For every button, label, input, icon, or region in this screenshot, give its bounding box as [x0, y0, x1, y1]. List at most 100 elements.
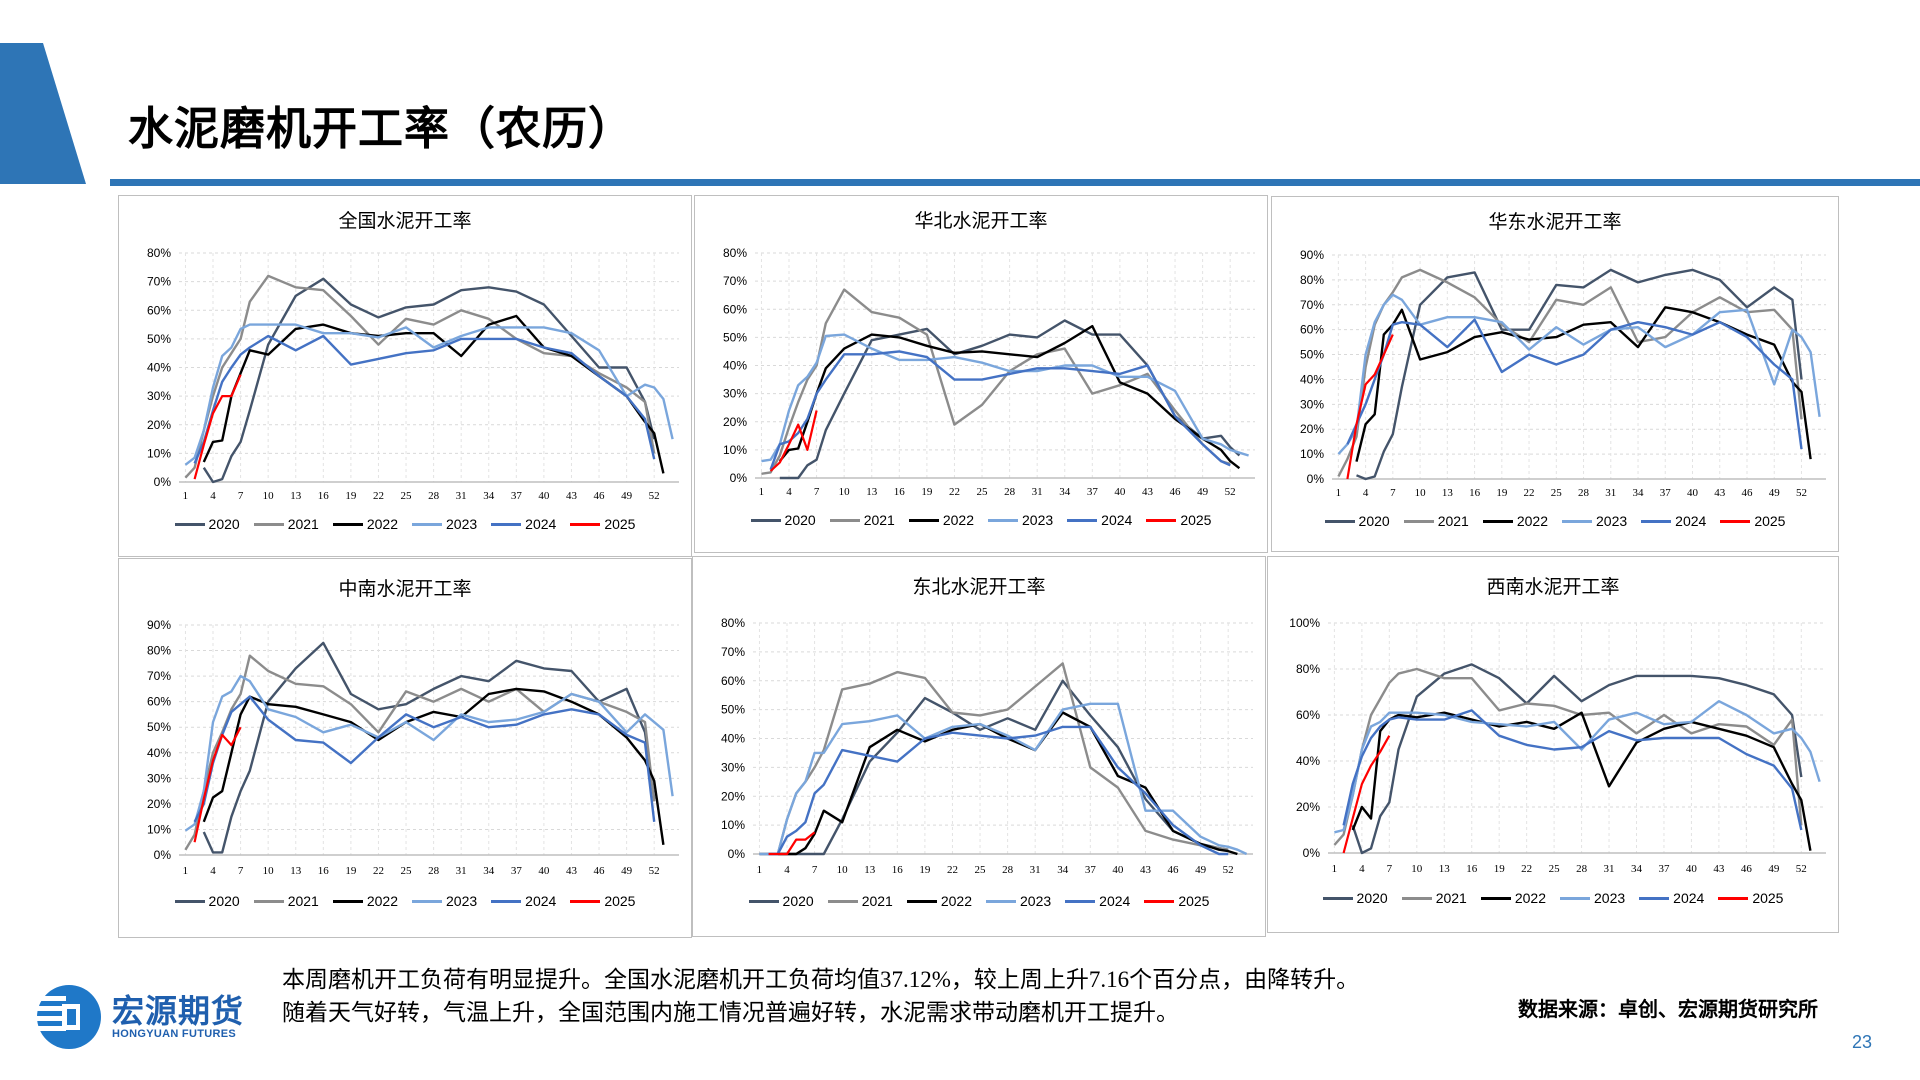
x-tick-label: 37 [1087, 486, 1099, 498]
x-tick-label: 28 [1578, 487, 1590, 499]
x-tick-label: 31 [1032, 486, 1043, 498]
legend-label: 2025 [1752, 890, 1784, 906]
legend-swatch [1560, 896, 1590, 900]
legend-item: 2025 [1720, 513, 1785, 529]
legend-item: 2024 [1639, 890, 1704, 906]
legend-swatch [1401, 896, 1432, 900]
data-source: 数据来源：卓创、宏源期货研究所 [1518, 999, 1818, 1021]
legend-swatch [1641, 519, 1672, 523]
x-tick-label: 34 [1057, 864, 1069, 876]
x-tick-label: 22 [1524, 487, 1535, 499]
x-tick-label: 28 [1004, 486, 1016, 498]
x-tick-label: 43 [1142, 486, 1154, 498]
x-tick-label: 49 [1195, 864, 1207, 876]
chart-legend: 2020 2021 2022 2023 2024 2025 [1272, 513, 1838, 529]
y-tick-label: 30% [723, 387, 747, 401]
y-tick-label: 40% [1300, 372, 1324, 386]
x-tick-label: 19 [921, 486, 933, 498]
chart-title: 东北水泥开工率 [912, 577, 1046, 598]
x-tick-label: 34 [1633, 487, 1645, 499]
x-tick-label: 1 [759, 486, 765, 498]
x-tick-label: 52 [1225, 486, 1236, 498]
y-tick-label: 0% [728, 847, 746, 861]
x-tick-label: 4 [786, 486, 792, 498]
page-number: 23 [1852, 1032, 1873, 1052]
legend-label: 2021 [1435, 890, 1467, 906]
x-tick-label: 19 [345, 865, 357, 877]
x-tick-label: 7 [238, 865, 244, 877]
x-tick-label: 16 [1466, 863, 1478, 875]
x-tick-label: 28 [1002, 864, 1014, 876]
commentary-line-2: 随着天气好转，气温上升，全国范围内施工情况普遍好转，水泥需求带动磨机开工提升。 [282, 1000, 1179, 1025]
x-tick-label: 16 [1469, 487, 1481, 499]
chart-panel: 0% 10% 20% 30% 40% 50% 60% 70% 80% 90% 1 4 7 10 13 16 19… [1271, 196, 1839, 552]
chart-panel: 0% 10% 20% 30% 40% 50% 60% 70% 80% 1 4 7 10 13 16 19 22 2… [694, 195, 1268, 553]
y-tick-label: 40% [147, 746, 171, 760]
legend-item: 2020 [174, 893, 240, 909]
legend-item: 2023 [412, 893, 477, 909]
y-tick-label: 70% [147, 275, 171, 289]
x-tick-label: 46 [1170, 486, 1182, 498]
legend-item: 2025 [1146, 512, 1211, 528]
series-line-2023 [759, 702, 1248, 856]
y-tick-label: 40% [721, 732, 745, 746]
series-line-2025 [769, 410, 818, 472]
x-tick-label: 34 [483, 490, 495, 502]
x-tick-label: 10 [1415, 487, 1427, 499]
logo-name-en: HONGYUAN FUTURES [112, 1028, 236, 1040]
series-line-2021 [1337, 268, 1803, 478]
x-tick-label: 34 [1059, 486, 1071, 498]
legend-item: 2022 [906, 893, 972, 909]
y-tick-label: 40% [1296, 754, 1320, 768]
series-line-2025 [1346, 334, 1394, 480]
legend-swatch [1322, 896, 1353, 900]
legend-swatch [827, 899, 858, 903]
legend-label: 2025 [1754, 513, 1786, 529]
chart-plot: 0% 10% 20% 30% 40% 50% 60% 70% 80% 1 4 7 10 13 16 19 22 2… [721, 616, 1253, 876]
legend-label: 2020 [1358, 513, 1390, 529]
x-tick-label: 28 [1576, 863, 1588, 875]
series-line-2021 [761, 288, 1231, 475]
x-tick-label: 1 [1332, 863, 1338, 875]
legend-item: 2022 [332, 893, 398, 909]
chart-plot: 0% 10% 20% 30% 40% 50% 60% 70% 80% 90% 1 4 7 10 13 16 19… [1300, 248, 1826, 499]
x-tick-label: 22 [947, 864, 958, 876]
x-tick-label: 13 [864, 864, 876, 876]
legend-label: 2023 [1022, 512, 1054, 528]
x-tick-label: 31 [1605, 487, 1616, 499]
legend-label: 2025 [1178, 893, 1210, 909]
x-tick-label: 16 [318, 490, 330, 502]
x-tick-label: 34 [483, 865, 495, 877]
x-tick-label: 43 [1713, 863, 1725, 875]
x-tick-label: 13 [1442, 487, 1454, 499]
legend-item: 2024 [1641, 513, 1706, 529]
legend-label: 2025 [604, 516, 636, 532]
x-tick-label: 10 [1411, 863, 1423, 875]
legend-swatch [1480, 896, 1511, 900]
x-tick-label: 7 [812, 864, 818, 876]
legend-label: 2023 [446, 516, 478, 532]
x-tick-label: 46 [594, 865, 606, 877]
x-tick-label: 10 [263, 490, 275, 502]
series-line-2022 [202, 687, 665, 845]
y-tick-label: 0% [730, 471, 748, 485]
x-tick-label: 43 [1140, 864, 1152, 876]
x-tick-label: 28 [428, 490, 440, 502]
x-tick-label: 49 [621, 490, 633, 502]
x-tick-label: 40 [1112, 864, 1124, 876]
legend-swatch [988, 518, 1018, 522]
y-tick-label: 70% [721, 645, 745, 659]
chart-title: 全国水泥开工率 [338, 211, 472, 232]
y-tick-label: 60% [1300, 323, 1324, 337]
y-tick-label: 80% [721, 616, 745, 630]
legend-item: 2021 [829, 512, 895, 528]
chart-title: 华北水泥开工率 [914, 211, 1048, 232]
series-line-2024 [193, 334, 656, 464]
y-tick-label: 80% [147, 644, 171, 658]
x-tick-label: 40 [1114, 486, 1126, 498]
y-tick-label: 0% [154, 848, 172, 862]
y-tick-label: 10% [147, 822, 171, 836]
x-tick-label: 43 [566, 490, 578, 502]
x-tick-label: 22 [1521, 863, 1532, 875]
y-tick-label: 0% [154, 475, 172, 489]
